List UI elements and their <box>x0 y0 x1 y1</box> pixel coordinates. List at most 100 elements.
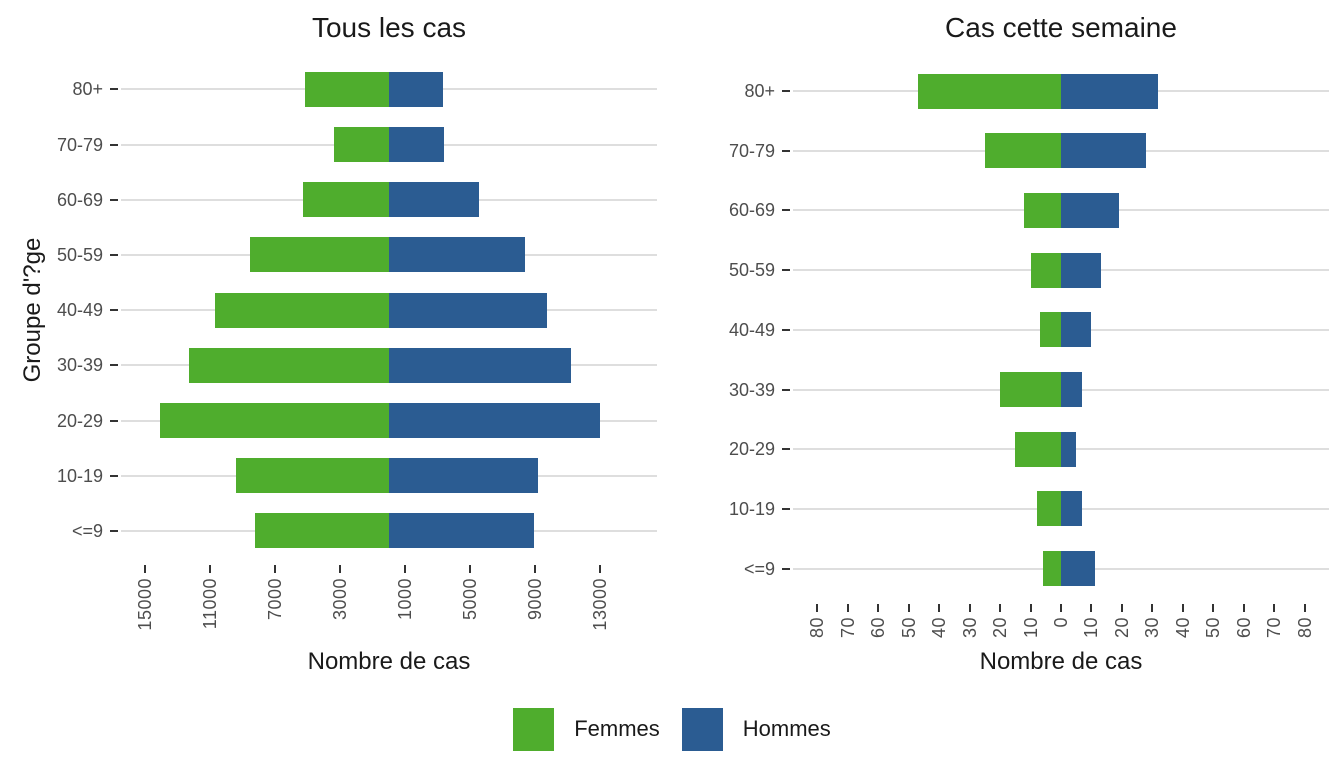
x-tick-label: 20 <box>990 617 1011 639</box>
age-group-label: 70-79 <box>56 134 103 155</box>
right-panel-title: Cas cette semaine <box>945 12 1177 43</box>
bar-femmes-10-19 <box>1036 491 1061 527</box>
age-group-label: 10-19 <box>56 465 103 486</box>
bar-femmes-20-29 <box>1015 431 1061 467</box>
x-tick-label: 11000 <box>200 578 221 630</box>
bar-hommes-30-39 <box>1061 372 1083 407</box>
x-tick-label: 3000 <box>330 578 351 621</box>
bar-femmes-<=9 <box>1042 551 1061 587</box>
y-tick-mark <box>110 88 118 91</box>
y-tick-mark <box>782 388 790 391</box>
age-group-label: <=9 <box>743 558 775 579</box>
y-tick-mark <box>110 364 118 367</box>
x-tick-label: 40 <box>929 617 950 639</box>
x-tick-label: 50 <box>898 617 919 639</box>
x-tick-label: 60 <box>868 617 889 639</box>
right-x-axis-title: Nombre de cas <box>979 648 1143 675</box>
x-tick-label: 13000 <box>590 578 611 631</box>
x-tick-mark <box>968 604 971 612</box>
bar-femmes-<=9 <box>255 513 389 549</box>
bar-hommes-<=9 <box>1061 551 1095 587</box>
age-group-label: <=9 <box>71 520 103 541</box>
y-tick-mark <box>782 328 790 331</box>
bar-hommes-<=9 <box>389 513 535 549</box>
x-tick-mark <box>1181 604 1184 612</box>
bar-hommes-70-79 <box>1061 133 1147 169</box>
age-group-label: 40-49 <box>728 319 775 340</box>
x-tick-label: 9000 <box>525 578 546 621</box>
bar-hommes-60-69 <box>389 182 480 218</box>
y-tick-mark <box>782 149 790 152</box>
age-group-label: 40-49 <box>56 300 103 321</box>
age-group-label: 60-69 <box>728 200 775 221</box>
bar-femmes-70-79 <box>333 127 389 162</box>
x-tick-label: 80 <box>807 617 828 639</box>
bar-femmes-10-19 <box>236 458 389 494</box>
y-tick-mark <box>782 90 790 92</box>
bar-hommes-80+ <box>389 71 443 107</box>
legend: Femmes Hommes <box>0 705 1344 753</box>
y-tick-mark <box>782 209 790 212</box>
age-group-label: 50-59 <box>728 260 775 281</box>
bar-hommes-70-79 <box>389 127 445 162</box>
y-tick-mark <box>110 143 118 146</box>
left-panel-title: Tous les cas <box>311 12 467 43</box>
x-tick-mark <box>1029 604 1032 612</box>
age-group-label: 80+ <box>72 79 103 100</box>
x-tick-mark <box>339 565 342 573</box>
x-tick-mark <box>816 604 819 612</box>
age-group-label: 30-39 <box>56 355 103 376</box>
x-tick-mark <box>534 565 537 573</box>
x-tick-label: 1000 <box>395 578 416 621</box>
bar-hommes-10-19 <box>389 458 539 494</box>
x-tick-mark <box>1060 604 1062 612</box>
bar-femmes-60-69 <box>302 182 389 218</box>
x-tick-label: 70 <box>1264 617 1285 639</box>
x-tick-label: 30 <box>959 617 980 639</box>
bar-hommes-40-49 <box>1061 312 1092 348</box>
x-tick-mark <box>274 565 277 573</box>
right-plot-area: 80+ 70-79 60-69 50-59 40-49 30-39 20-29 10-19 <=… <box>729 0 1329 768</box>
y-tick-mark <box>782 269 790 272</box>
x-tick-mark <box>846 604 849 612</box>
age-group-label: 70-79 <box>728 140 775 161</box>
x-tick-mark <box>938 604 941 612</box>
x-tick-mark <box>1303 604 1306 612</box>
bar-femmes-20-29 <box>159 403 389 438</box>
x-tick-mark <box>907 604 910 612</box>
bar-femmes-50-59 <box>1030 252 1061 288</box>
x-tick-label: 80 <box>1294 617 1315 639</box>
bar-femmes-80+ <box>917 73 1061 109</box>
x-tick-label: 30 <box>1142 617 1163 639</box>
bar-femmes-40-49 <box>1039 312 1061 348</box>
x-tick-mark <box>209 565 212 573</box>
y-tick-mark <box>782 567 790 570</box>
y-tick-mark <box>782 448 790 451</box>
age-group-label: 30-39 <box>728 379 775 400</box>
x-tick-label: 15000 <box>135 578 156 631</box>
bar-hommes-60-69 <box>1061 192 1119 228</box>
bar-hommes-80+ <box>1061 73 1159 109</box>
x-tick-mark <box>599 565 602 573</box>
age-group-label: 20-29 <box>728 439 775 460</box>
bar-hommes-20-29 <box>1061 431 1077 467</box>
age-group-label: 80+ <box>744 81 775 101</box>
x-tick-mark <box>1120 604 1123 612</box>
bar-femmes-30-39 <box>189 347 389 383</box>
bar-femmes-30-39 <box>1000 372 1061 407</box>
legend-item-hommes: Hommes <box>681 707 831 751</box>
x-tick-mark <box>404 565 407 573</box>
x-tick-mark <box>1212 604 1215 612</box>
x-tick-mark <box>1242 604 1245 612</box>
bar-hommes-50-59 <box>1061 252 1101 288</box>
bar-femmes-40-49 <box>215 292 389 328</box>
x-tick-label: 70 <box>837 617 858 639</box>
x-tick-mark <box>1151 604 1154 612</box>
bar-hommes-40-49 <box>389 292 547 328</box>
bar-femmes-70-79 <box>984 133 1061 169</box>
x-tick-label: 60 <box>1233 617 1254 639</box>
bar-hommes-50-59 <box>389 237 525 273</box>
left-x-axis-title: Nombre de cas <box>307 648 471 675</box>
legend-item-femmes: Femmes <box>513 707 660 751</box>
